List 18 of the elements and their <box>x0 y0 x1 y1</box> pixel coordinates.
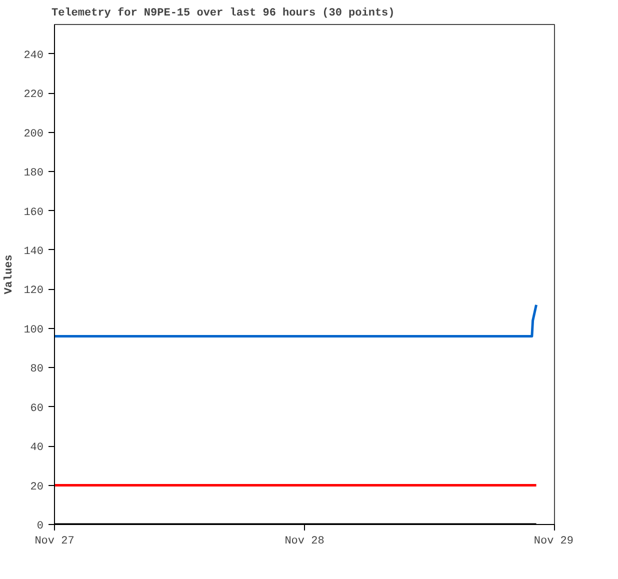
y-tick-label: 120 <box>24 285 44 298</box>
y-tick-label: 20 <box>30 481 44 494</box>
y-tick-label: 80 <box>30 364 44 376</box>
y-tick-label: 160 <box>24 206 44 219</box>
y-tick-label: 200 <box>24 128 44 140</box>
x-tick-label: Nov 28 <box>284 536 324 548</box>
y-tick-label: 60 <box>30 402 44 415</box>
y-tick-label: 240 <box>24 50 44 62</box>
x-tick-label: Nov 29 <box>534 536 574 548</box>
y-tick-label: 40 <box>30 442 44 454</box>
y-tick-label: 0 <box>36 520 44 532</box>
y-tick-label: 100 <box>24 324 44 336</box>
y-axis-title: Values <box>4 254 16 294</box>
chart-title: Telemetry for N9PE-15 over last 96 hours (30 points) <box>52 6 395 20</box>
y-tick-label: 220 <box>24 89 44 102</box>
y-tick-label: 140 <box>24 246 44 258</box>
y-tick-label: 180 <box>24 168 44 180</box>
x-tick-label: Nov 27 <box>34 536 74 548</box>
